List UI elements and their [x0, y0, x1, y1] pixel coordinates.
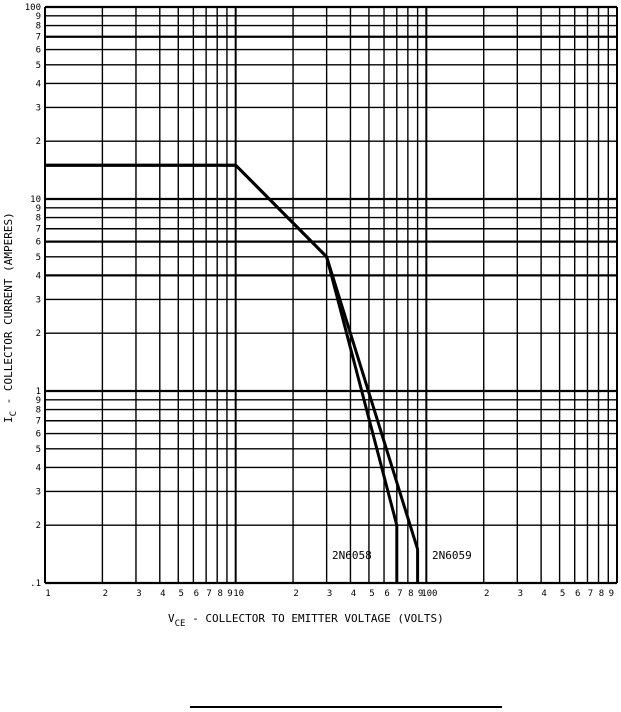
- y-tick-label: 6: [36, 238, 41, 248]
- series-label-2n6059: 2N6059: [432, 549, 472, 562]
- x-tick-label: 9: [418, 589, 423, 599]
- y-tick-label: 3: [36, 295, 41, 305]
- y-tick-label: 5: [36, 445, 41, 455]
- y-tick-label: 6: [36, 46, 41, 56]
- x-tick-label: 1: [45, 589, 50, 599]
- series-label-2n6058: 2N6058: [332, 549, 372, 562]
- x-tick-label: 2: [293, 589, 298, 599]
- series-layer: [45, 163, 420, 583]
- x-tick-label: 4: [541, 589, 546, 599]
- x-tick-label: 3: [136, 589, 141, 599]
- y-tick-label: 4: [36, 79, 41, 89]
- y-tick-label: 5: [36, 253, 41, 263]
- x-tick-label: 5: [369, 589, 374, 599]
- x-tick-label: 4: [160, 589, 165, 599]
- y-tick-label: 2: [36, 329, 41, 339]
- x-tick-label: 7: [588, 589, 593, 599]
- y-tick-label: 5: [36, 61, 41, 71]
- y-tick-label: 7: [36, 417, 41, 427]
- y-tick-label: 9: [36, 204, 41, 214]
- series-line-2n6058: [45, 163, 399, 583]
- y-tick-label: 9: [36, 12, 41, 22]
- x-axis-title: VCE - COLLECTOR TO EMITTER VOLTAGE (VOLT…: [168, 612, 444, 629]
- x-tick-label: 7: [206, 589, 211, 599]
- series-line-2n6059: [45, 163, 420, 583]
- y-tick-label: 7: [36, 33, 41, 43]
- y-axis-title: IC - COLLECTOR CURRENT (AMPERES): [2, 212, 19, 423]
- y-tick-label: 8: [36, 214, 41, 224]
- minor-gridlines: [45, 7, 617, 583]
- x-tick-label: 8: [217, 589, 222, 599]
- x-tick-label: 9: [227, 589, 232, 599]
- x-tick-label: 100: [421, 589, 437, 599]
- x-tick-label: 6: [194, 589, 199, 599]
- y-tick-label: 9: [36, 396, 41, 406]
- y-tick-label: 2: [36, 521, 41, 531]
- y-tick-label: 100: [25, 3, 41, 13]
- x-tick-label: 9: [609, 589, 614, 599]
- y-tick-label: 7: [36, 225, 41, 235]
- x-tick-label: 5: [179, 589, 184, 599]
- x-tick-label: 3: [518, 589, 523, 599]
- x-tick-label: 2: [103, 589, 108, 599]
- y-tick-label: .1: [30, 579, 41, 589]
- x-tick-label: 10: [233, 589, 244, 599]
- y-tick-label: 6: [36, 430, 41, 440]
- y-tick-label: 4: [36, 463, 41, 473]
- x-tick-label: 5: [560, 589, 565, 599]
- major-gridlines: [44, 5, 618, 585]
- y-tick-label: 3: [36, 103, 41, 113]
- y-tick-label: 4: [36, 271, 41, 281]
- y-tick-label: 8: [36, 22, 41, 32]
- y-tick-label: 1: [36, 387, 41, 397]
- y-tick-label: 2: [36, 137, 41, 147]
- y-tick-label: 3: [36, 487, 41, 497]
- x-tick-label: 8: [599, 589, 604, 599]
- footer-divider: [190, 706, 502, 708]
- x-tick-label: 3: [327, 589, 332, 599]
- x-tick-label: 8: [408, 589, 413, 599]
- x-tick-label: 6: [575, 589, 580, 599]
- x-tick-label: 6: [384, 589, 389, 599]
- x-tick-label: 4: [351, 589, 356, 599]
- y-tick-label: 10: [30, 195, 41, 205]
- x-tick-label: 7: [397, 589, 402, 599]
- y-tick-label: 8: [36, 406, 41, 416]
- x-tick-label: 2: [484, 589, 489, 599]
